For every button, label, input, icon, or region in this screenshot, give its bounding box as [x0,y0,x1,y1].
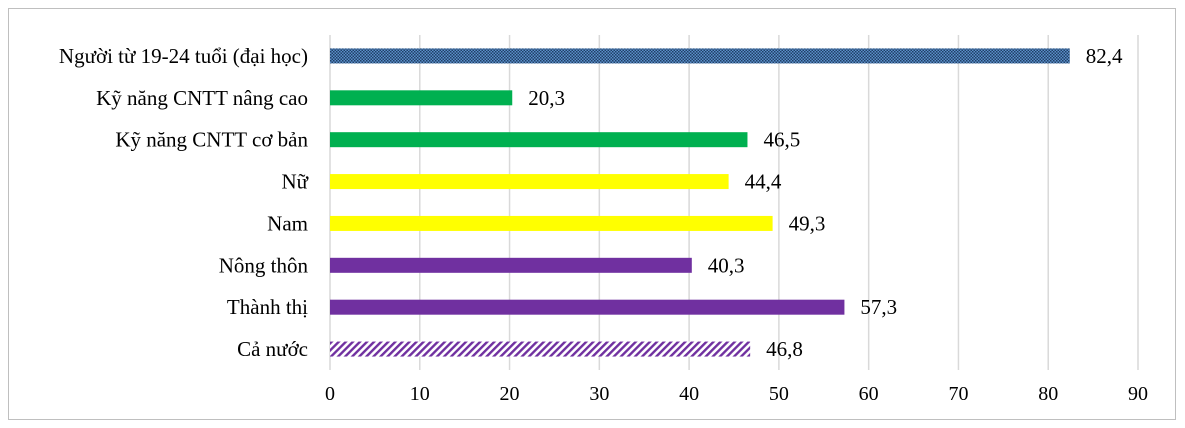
bar [330,215,773,231]
x-tick-label: 50 [769,383,789,405]
category-label: Nam [267,211,308,235]
data-label: 57,3 [860,295,897,319]
bar [330,341,751,357]
bar [330,299,845,315]
category-label: Kỹ năng CNTT cơ bản [115,128,308,152]
category-label: Thành thị [227,295,308,319]
bars [330,48,1070,357]
bar [330,90,513,106]
x-tick-label: 40 [679,383,699,405]
x-tick-label: 30 [589,383,609,405]
bar [330,132,748,148]
x-tick-label: 20 [500,383,520,405]
category-label: Cả nước [237,337,308,361]
data-label: 49,3 [789,211,826,235]
data-label: 82,4 [1086,44,1123,68]
category-label: Nông thôn [219,253,309,277]
labels: 0 10 20 30 40 50 60 70 80 90 Người từ 19-24 tuổi (… [59,44,1148,405]
data-label: 46,5 [763,128,800,152]
bar [330,257,692,273]
x-tick-label: 60 [859,383,879,405]
data-label: 44,4 [745,170,782,194]
category-label: Nữ [281,170,308,194]
bar [330,48,1070,64]
x-tick-label: 10 [410,383,430,405]
gridlines [329,35,1139,370]
data-label: 46,8 [766,337,803,361]
bar [330,174,729,190]
data-label: 20,3 [528,86,565,110]
category-label: Kỹ năng CNTT nâng cao [96,86,308,110]
data-label: 40,3 [708,253,745,277]
x-tick-label: 80 [1038,383,1058,405]
x-tick-label: 90 [1128,383,1148,405]
x-tick-label: 0 [325,383,335,405]
category-label: Người từ 19-24 tuổi (đại học) [59,44,308,68]
x-tick-label: 70 [948,383,968,405]
